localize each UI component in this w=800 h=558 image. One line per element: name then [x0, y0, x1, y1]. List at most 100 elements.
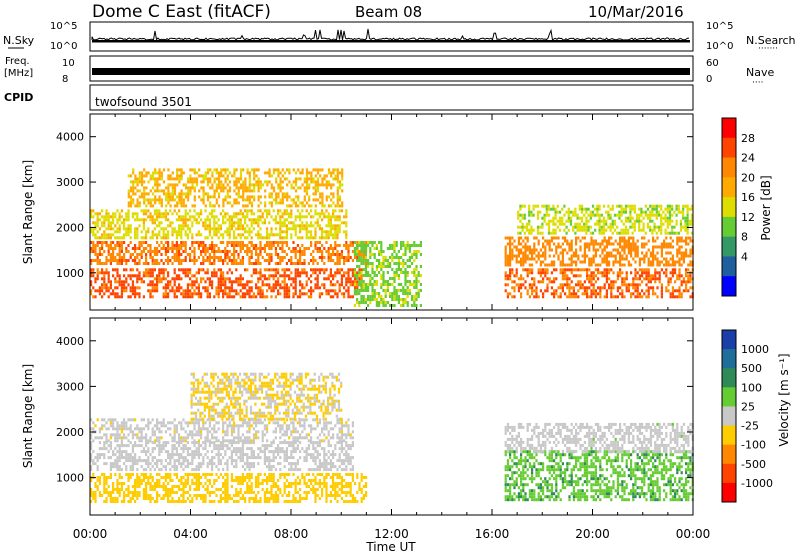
velocity-cell: [231, 476, 233, 479]
power-cell: [182, 221, 184, 224]
velocity-cell: [101, 494, 103, 497]
power-cell: [141, 277, 143, 280]
power-cell: [240, 227, 242, 230]
power-cell: [167, 186, 169, 189]
power-cell: [224, 277, 226, 280]
power-cell: [606, 280, 608, 283]
power-cell: [505, 249, 507, 252]
power-cell: [637, 271, 639, 274]
power-cell: [516, 255, 518, 258]
power-cell: [629, 220, 631, 223]
power-cell: [594, 223, 596, 226]
power-cell: [325, 236, 327, 239]
velocity-cell: [209, 494, 211, 497]
power-cell: [101, 241, 103, 244]
velocity-cell: [119, 476, 121, 479]
power-cell: [592, 214, 594, 217]
velocity-cell: [264, 491, 266, 494]
power-cell: [215, 250, 217, 253]
power-cell: [634, 255, 636, 258]
power-cell: [389, 304, 391, 307]
power-cell: [542, 252, 544, 255]
power-heatmap: [90, 168, 694, 307]
power-cell: [637, 277, 639, 280]
power-cell: [165, 289, 167, 292]
power-cell: [207, 227, 209, 230]
power-cell: [577, 283, 579, 286]
power-cell: [369, 280, 371, 283]
power-cell: [286, 244, 288, 247]
power-cell: [264, 218, 266, 221]
power-cell: [590, 274, 592, 277]
power-cell: [607, 211, 609, 214]
power-cell: [672, 258, 674, 261]
velocity-cell: [147, 497, 149, 500]
power-cell: [203, 198, 205, 201]
power-cell: [220, 183, 222, 186]
power-cell: [308, 247, 310, 250]
power-cell: [284, 268, 286, 271]
power-cell: [240, 250, 242, 253]
power-cell: [637, 255, 639, 258]
power-cell: [222, 259, 224, 262]
power-cell: [147, 244, 149, 247]
power-cell: [284, 289, 286, 292]
velocity-cell: [125, 488, 127, 491]
velocity-cell: [297, 476, 299, 479]
power-cell: [270, 230, 272, 233]
velocity-cell: [220, 500, 222, 503]
velocity-cell: [235, 494, 237, 497]
power-cell: [249, 195, 251, 198]
velocity-cell: [273, 479, 275, 482]
power-cell: [92, 209, 94, 212]
power-cell: [654, 292, 656, 295]
power-cell: [137, 201, 139, 204]
power-cell: [563, 205, 565, 208]
power-cell: [121, 280, 123, 283]
velocity-cell: [149, 488, 151, 491]
power-cell: [103, 262, 105, 265]
power-cell: [94, 244, 96, 247]
power-cell: [382, 274, 384, 277]
power-cell: [630, 295, 632, 298]
power-cell: [194, 168, 196, 171]
power-cell: [244, 177, 246, 180]
power-cell: [178, 286, 180, 289]
power-cell: [222, 174, 224, 177]
power-cell: [639, 258, 641, 261]
power-cell: [257, 215, 259, 218]
power-cell: [242, 215, 244, 218]
power-cell: [299, 253, 301, 256]
power-cell: [393, 271, 395, 274]
power-cell: [182, 244, 184, 247]
power-cell: [251, 262, 253, 265]
power-cell: [156, 236, 158, 239]
velocity-cell: [176, 476, 178, 479]
power-cell: [163, 268, 165, 271]
power-cell: [286, 236, 288, 239]
power-cell: [207, 180, 209, 183]
power-cell: [313, 180, 315, 183]
power-cell: [652, 292, 654, 295]
power-cell: [396, 241, 398, 244]
power-cell: [330, 204, 332, 207]
velocity-cell: [222, 476, 224, 479]
power-cell: [505, 261, 507, 264]
power-cell: [393, 244, 395, 247]
power-cell: [273, 241, 275, 244]
power-cell: [352, 250, 354, 253]
power-cell: [315, 189, 317, 192]
power-cell: [683, 261, 685, 264]
power-cell: [605, 223, 607, 226]
power-cell: [363, 301, 365, 304]
power-cell: [670, 264, 672, 267]
power-cell: [520, 283, 522, 286]
power-cell: [557, 243, 559, 246]
power-cell: [303, 268, 305, 271]
power-cell: [167, 174, 169, 177]
power-cell: [396, 271, 398, 274]
power-cell: [306, 171, 308, 174]
velocity-cell: [308, 479, 310, 482]
power-cell: [621, 214, 623, 217]
power-cell: [275, 271, 277, 274]
